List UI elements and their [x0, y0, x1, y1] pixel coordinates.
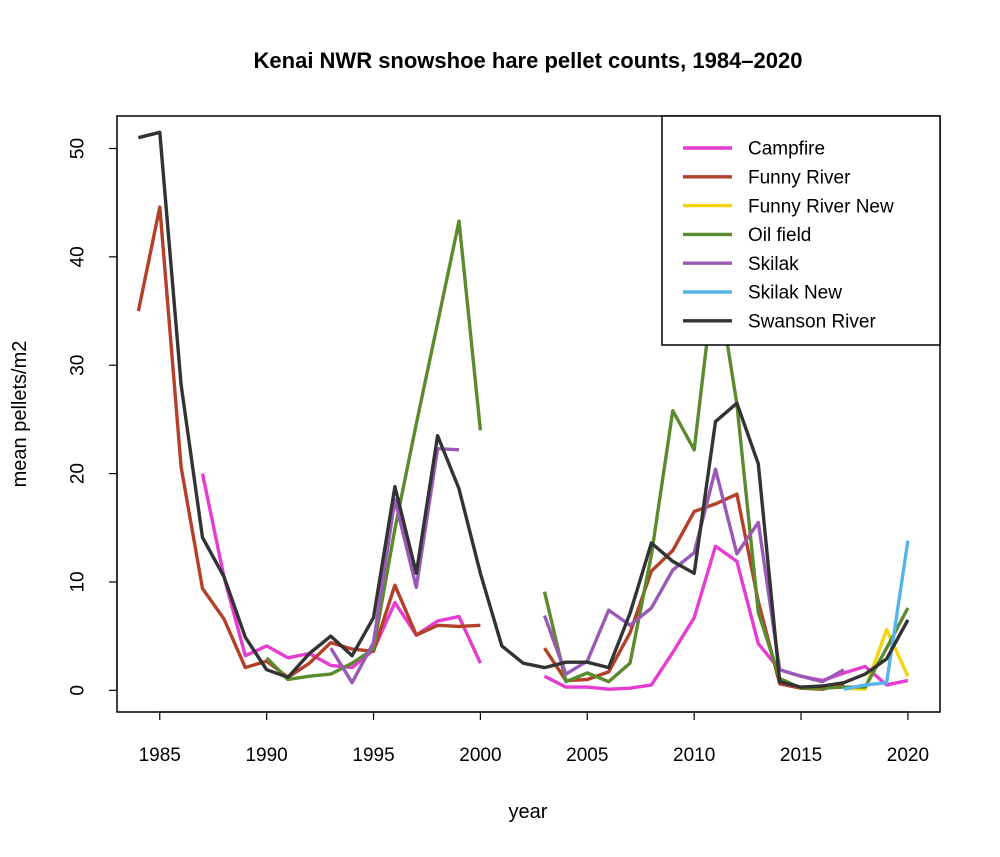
series-lines [136, 130, 910, 691]
x-tick-label: 1990 [245, 745, 287, 766]
legend-label-skilak-new: Skilak New [748, 283, 842, 304]
y-tick-label: 40 [68, 246, 89, 267]
legend-label-funny-river-new: Funny River New [748, 196, 894, 217]
y-tick-label: 20 [68, 463, 89, 484]
legend: Campfire Funny River Funny River New Oil fi… [661, 115, 941, 346]
series-line-skilak-new [843, 540, 910, 691]
x-tick-label: 2015 [780, 745, 822, 766]
x-tick-label: 1995 [352, 745, 394, 766]
legend-label-campfire: Campfire [748, 139, 825, 160]
x-tick-label: 2000 [459, 745, 501, 766]
legend-label-funny-river: Funny River [748, 167, 851, 188]
series-swanson-river [137, 130, 910, 689]
legend-box [661, 115, 941, 346]
y-axis-label: mean pellets/m2 [9, 341, 31, 488]
legend-label-oil-field: Oil field [748, 225, 811, 246]
x-tick-label: 2020 [887, 745, 929, 766]
series-skilak [329, 447, 845, 685]
x-tick-label: 2010 [673, 745, 715, 766]
series-skilak-new [843, 540, 910, 691]
legend-label-skilak: Skilak [748, 254, 799, 275]
x-axis: 1985 1990 1995 2000 2005 2010 2015 2020 [139, 711, 929, 766]
series-line-swanson-river [137, 130, 910, 689]
x-tick-label: 2005 [566, 745, 608, 766]
y-tick-label: 50 [68, 138, 89, 159]
y-tick-label: 10 [68, 571, 89, 592]
y-tick-label: 30 [68, 355, 89, 376]
chart-title: Kenai NWR snowshoe hare pellet counts, 1… [254, 48, 803, 73]
y-tick-label: 0 [68, 685, 89, 696]
y-axis: 0 10 20 30 40 50 [68, 138, 118, 696]
x-tick-label: 1985 [139, 745, 181, 766]
x-axis-label: year [509, 801, 548, 823]
series-line-skilak [329, 447, 845, 685]
legend-label-swanson-river: Swanson River [748, 311, 876, 332]
